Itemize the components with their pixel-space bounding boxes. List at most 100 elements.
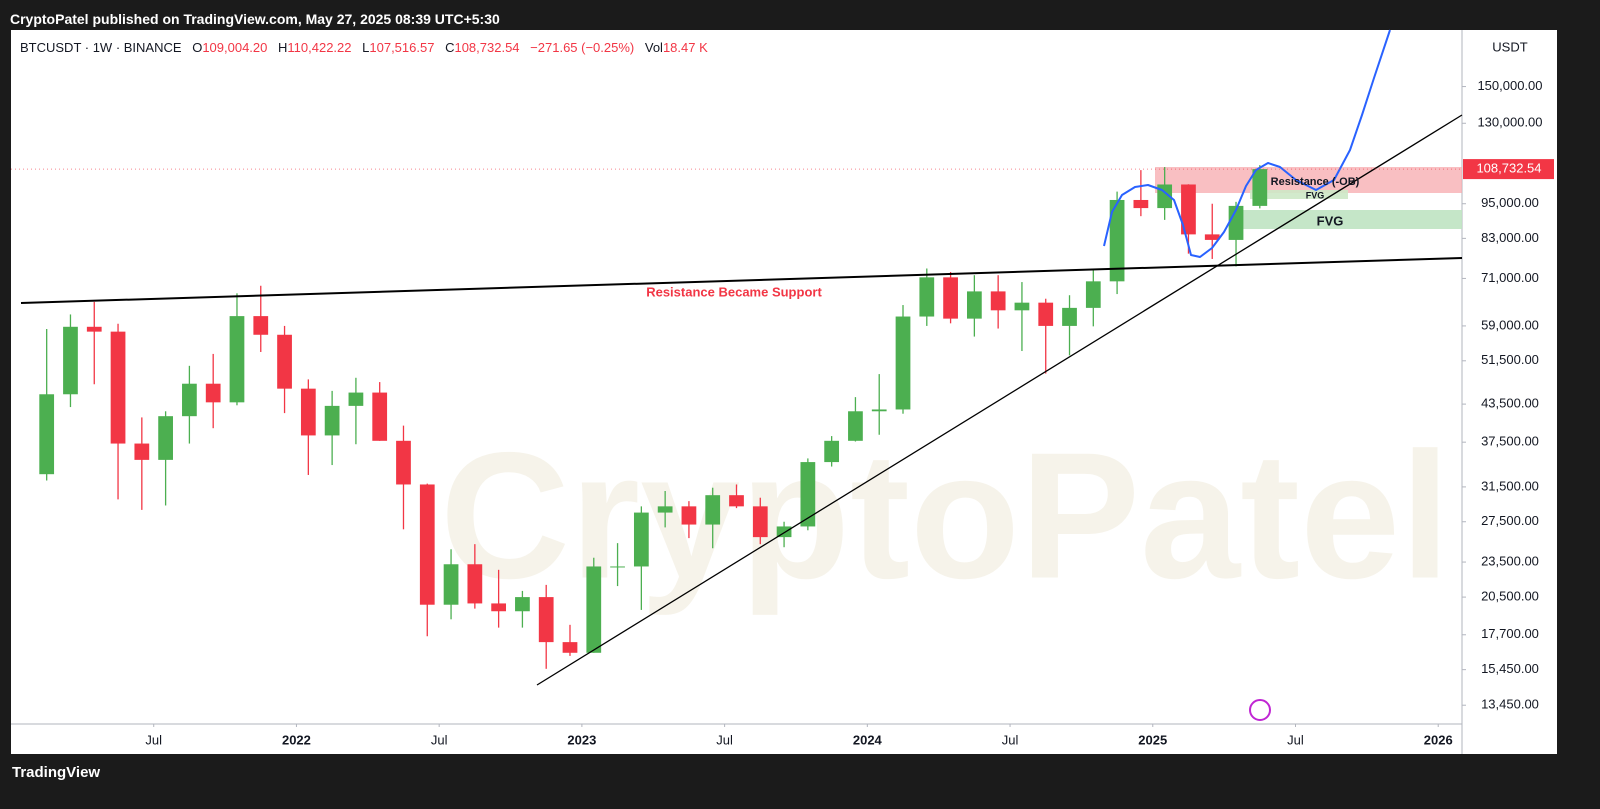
y-tick-label: 71,000.00 [1481,270,1539,285]
y-tick-label: 13,450.00 [1481,697,1539,712]
candle-body [1038,302,1054,326]
candle-body [1062,307,1077,326]
fvg-small-zone [1250,190,1348,199]
y-tick-label: 83,000.00 [1481,230,1539,245]
y-tick-label: 23,500.00 [1481,553,1539,568]
high-value: 110,422.22 [287,40,352,55]
candle-body [705,495,721,525]
trend-line [536,114,1463,686]
low-label: L [362,40,370,55]
x-tick-label: 2026 [1424,732,1453,747]
candle-body [562,642,578,653]
volume-label: Vol [644,40,663,55]
fvg-zone [1233,210,1462,229]
x-tick-label: Jul [145,732,162,747]
candle-body [1085,281,1101,308]
candle-body [1228,205,1244,240]
candle-body [110,331,126,444]
open-value: 109,004.20 [202,40,268,55]
flash-icon[interactable] [1249,699,1271,721]
resistance-zone [1155,167,1462,193]
support-line [20,257,1463,304]
close-value: 108,732.54 [454,40,520,55]
y-tick-label: 95,000.00 [1481,195,1539,210]
candle-body [966,291,982,319]
publisher-bar: CryptoPatel published on TradingView.com… [10,11,500,27]
candle-body [467,564,483,604]
candle-body [491,603,507,612]
candle-body [776,526,792,538]
y-tick-label: 27,500.00 [1481,513,1539,528]
candle-body [229,316,245,403]
y-tick-label: 37,500.00 [1481,434,1539,449]
y-tick-label: 43,500.00 [1481,396,1539,411]
brand-footer: TradingView [12,764,101,781]
candle-body [1133,199,1149,209]
y-tick-label: 51,500.00 [1481,352,1539,367]
change-value: −271.65 (−0.25%) [530,40,635,55]
high-label: H [278,40,288,55]
fvg-small-annotation: FVG [1306,190,1325,200]
candle-body [1014,302,1030,311]
candle-body [253,316,269,335]
candle-body [419,484,435,605]
y-tick-label: 15,450.00 [1481,661,1539,676]
y-tick-label: 150,000.00 [1477,78,1542,93]
support-annotation: Resistance Became Support [646,284,822,299]
candle-body [1181,184,1196,235]
candle-body [848,411,863,441]
x-tick-label: 2025 [1138,732,1167,747]
candle-body [1109,199,1125,282]
candle-body [443,564,459,605]
symbol-legend: BTCUSDT · 1W · BINANCE O109,004.20 H110,… [20,40,715,55]
candle-body [824,440,840,463]
candle-body [943,277,958,319]
volume-value: 18.47 K [662,40,708,55]
x-tick-label: 2022 [282,732,311,747]
candle-body [348,392,364,406]
y-tick-label: 59,000.00 [1481,317,1539,332]
candle-body [1204,234,1220,240]
y-tick-label: 20,500.00 [1481,589,1539,604]
last-price-label: 108,732.54 [1476,161,1541,176]
candle-body [871,409,887,412]
candle-body [182,383,197,417]
candle-body [633,512,649,567]
candle-body [396,440,411,485]
x-tick-label: Jul [716,732,733,747]
candle-body [158,416,173,460]
candle-body [1252,169,1268,206]
open-label: O [192,40,203,55]
candle-body [515,597,530,612]
currency-label: USDT [1492,39,1527,54]
candle-body [372,392,388,441]
candle-body [919,277,935,317]
candle-body [324,405,340,436]
candle-body [895,316,911,410]
x-tick-label: 2024 [853,732,883,747]
projection-curve [1103,29,1391,258]
y-tick-label: 31,500.00 [1481,478,1539,493]
candle-body [990,291,1006,311]
candle-body [657,506,673,513]
chart-frame [11,30,1557,754]
candle-body [586,566,602,653]
y-tick-label: 17,700.00 [1481,626,1539,641]
candle-body [752,506,768,538]
watermark: CryptoPatel [440,416,1450,617]
candle-body [300,388,316,436]
candle-body [205,383,221,403]
y-tick-label: 130,000.00 [1477,115,1542,130]
candle-body [86,326,102,332]
fvg-annotation: FVG [1317,213,1344,228]
close-label: C [445,40,455,55]
candle-body [277,334,292,389]
candle-body [800,462,816,527]
candle-body [729,495,744,507]
x-tick-label: Jul [1002,732,1019,747]
candle-body [681,506,697,525]
resistance-annotation: Resistance (-OB) [1271,176,1360,188]
symbol: BTCUSDT · 1W · BINANCE [20,40,182,55]
